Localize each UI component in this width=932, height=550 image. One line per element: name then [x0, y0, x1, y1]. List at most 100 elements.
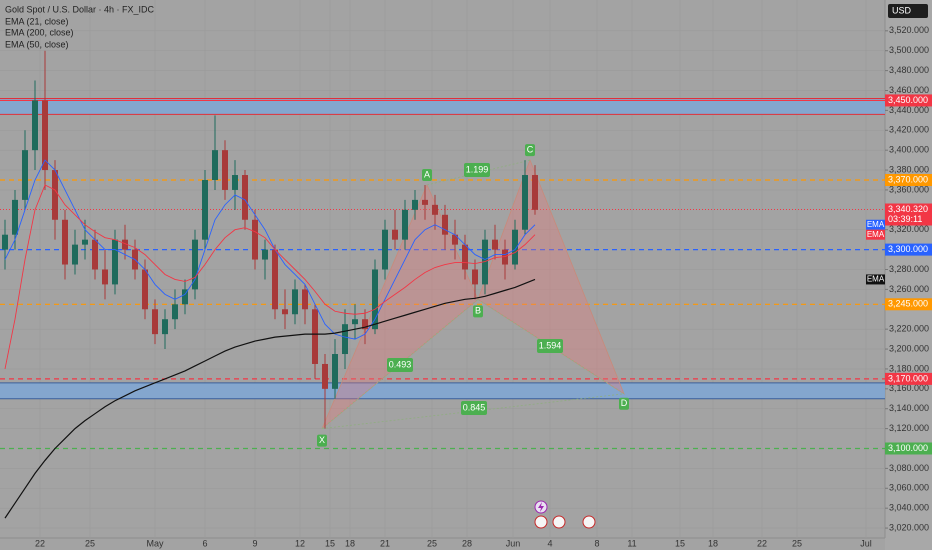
event-flag[interactable]: [582, 515, 596, 529]
y-tick-label: 3,320.000: [889, 224, 929, 234]
candle-body: [32, 100, 38, 151]
currency-badge[interactable]: [888, 4, 928, 18]
ema-badge-label: EMA: [867, 275, 885, 284]
ratio-label: 1.199: [466, 164, 489, 174]
level-label: 3,245.000: [888, 299, 928, 309]
event-flag[interactable]: [552, 515, 566, 529]
event-flag[interactable]: [534, 515, 548, 529]
pattern-ratio-line: [321, 393, 625, 430]
pattern-point-badge: [473, 305, 483, 318]
candle-body: [232, 175, 238, 190]
y-tick-label: 3,200.000: [889, 343, 929, 353]
x-tick-label: 11: [627, 538, 636, 548]
candle-body: [332, 354, 338, 389]
candle-body: [522, 175, 528, 230]
axis-labels: 3,520.000 3,500.000 3,480.000 3,460.000 3,44…: [35, 25, 932, 548]
y-tick-label: 3,500.000: [889, 45, 929, 55]
y-tick-label: 3,520.000: [889, 25, 929, 35]
candle-body: [212, 150, 218, 180]
candle-body: [362, 319, 368, 330]
x-tick-label: 15: [325, 538, 335, 548]
pattern-ratio-line: [477, 298, 625, 395]
x-tick-label: 25: [427, 538, 437, 548]
candle-body: [192, 239, 198, 290]
currency-label: USD: [892, 5, 912, 15]
x-tick-label: 18: [345, 538, 355, 548]
pattern-point-badge: [422, 168, 432, 181]
y-tick-label: 3,180.000: [889, 363, 929, 373]
x-tick-label: 22: [35, 538, 45, 548]
y-tick-label: 3,460.000: [889, 85, 929, 95]
candle-body: [242, 175, 248, 220]
event-icon-glyph: [538, 502, 544, 512]
ema-line: [4, 184, 536, 370]
y-tick-label: 3,420.000: [889, 125, 929, 135]
candle-body: [392, 229, 398, 240]
ratio-label: 0.493: [389, 359, 412, 369]
y-tick-label: 3,280.000: [889, 264, 929, 274]
level-badge: [885, 94, 932, 107]
chart-title: Gold Spot / U.S. Dollar · 4h · FX_IDC: [5, 4, 155, 14]
candle-body: [252, 219, 258, 260]
zone: [0, 98, 885, 115]
pattern-point-badge: [619, 397, 629, 410]
legend-entry[interactable]: EMA (21, close): [5, 16, 69, 26]
candle-body: [312, 309, 318, 364]
y-tick-label: 3,260.000: [889, 284, 929, 294]
candle-body: [72, 244, 78, 265]
candle-body: [402, 209, 408, 240]
x-tick-label: 6: [202, 538, 207, 548]
countdown-label: 03:39:11: [888, 214, 922, 224]
ratio-label: 0.845: [463, 402, 486, 412]
ema-badge-label: EMA: [867, 220, 885, 229]
y-tick-label: 3,220.000: [889, 324, 929, 334]
ema-badge: [866, 274, 885, 285]
candle-body: [452, 234, 458, 245]
x-tick-label: 22: [757, 538, 767, 548]
level-label: 3,370.000: [888, 174, 928, 184]
level-label: 3,100.000: [888, 443, 928, 453]
candle-body: [2, 234, 8, 250]
ratio-badge: [464, 163, 490, 177]
candle-body: [272, 249, 278, 310]
candle-body: [42, 100, 48, 171]
ema-badge: [866, 229, 885, 240]
ema-lines: [4, 159, 536, 519]
legend-entry[interactable]: EMA (50, close): [5, 39, 69, 49]
legend-entry[interactable]: EMA (200, close): [5, 27, 74, 37]
candle-body: [262, 249, 268, 260]
ema-badge: [866, 219, 885, 230]
pattern-point-label: X: [319, 435, 325, 445]
candle-body: [302, 289, 308, 310]
candle-body: [492, 239, 498, 250]
level-label: 3,300.000: [888, 244, 928, 254]
candle-body: [122, 239, 128, 250]
x-tick-label: 21: [380, 538, 390, 548]
y-tick-label: 3,160.000: [889, 383, 929, 393]
candle-body: [382, 229, 388, 270]
candle-body: [412, 199, 418, 210]
candle-body: [442, 214, 448, 235]
candle-body: [202, 179, 208, 240]
candle-body: [282, 309, 288, 315]
candle-body: [532, 175, 538, 210]
x-tick-label: 25: [85, 538, 95, 548]
ratio-badge: [461, 401, 487, 415]
y-tick-label: 3,080.000: [889, 463, 929, 473]
x-tick-label: 28: [462, 538, 472, 548]
y-tick-label: 3,440.000: [889, 105, 929, 115]
pattern-point-badge: [317, 434, 327, 447]
candle-body: [92, 239, 98, 270]
candle-body: [222, 150, 228, 190]
pattern-point-label: D: [621, 398, 628, 408]
pattern-point-label: C: [527, 144, 534, 154]
candle-body: [142, 269, 148, 310]
x-tick-label: 4: [547, 538, 552, 548]
candle-body: [502, 249, 508, 265]
x-tick-label: 25: [792, 538, 802, 548]
y-tick-label: 3,020.000: [889, 522, 929, 532]
candle-body: [52, 170, 58, 220]
zones: [0, 97, 885, 400]
